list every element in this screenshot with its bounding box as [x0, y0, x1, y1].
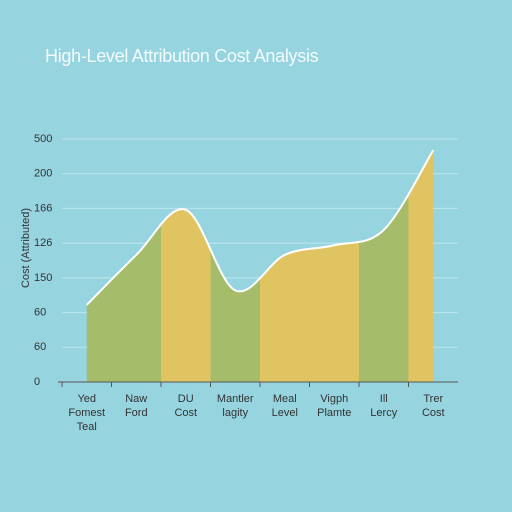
- area-band: [111, 150, 162, 382]
- area-line: [86, 149, 435, 306]
- area-band: [359, 150, 409, 382]
- x-tick-label: Yed Fomest Teal: [68, 393, 106, 433]
- x-tick-label: Mantler lagity: [216, 393, 254, 419]
- chart-title: High-Level Attribution Cost Analysis: [45, 46, 319, 66]
- area-band: [210, 150, 261, 382]
- y-tick-label: 126: [34, 237, 52, 249]
- area-band: [309, 150, 360, 382]
- y-tick-label: 60: [34, 306, 46, 318]
- area-band: [408, 150, 434, 382]
- x-tick-label: Ill Lercy: [370, 393, 398, 419]
- x-tick-label: Naw Ford: [124, 393, 148, 419]
- area-band: [161, 150, 211, 382]
- bands: [86, 150, 434, 382]
- y-tick-label: 166: [34, 202, 52, 214]
- y-tick-label: 500: [34, 133, 52, 145]
- y-tick-label: 150: [34, 272, 52, 284]
- y-tick-label: 200: [34, 168, 52, 180]
- x-tick-label: Vigph Plamte: [317, 393, 352, 419]
- area-band: [86, 150, 112, 382]
- x-tick-label: DU Cost: [174, 393, 198, 419]
- y-tick-label: 60: [34, 341, 46, 353]
- x-tick-label: Trer Cost: [421, 393, 445, 419]
- x-tick-label: Meal Level: [271, 393, 298, 419]
- y-axis-label: Cost (Attributed): [20, 208, 32, 288]
- y-tick-label: 0: [34, 376, 40, 388]
